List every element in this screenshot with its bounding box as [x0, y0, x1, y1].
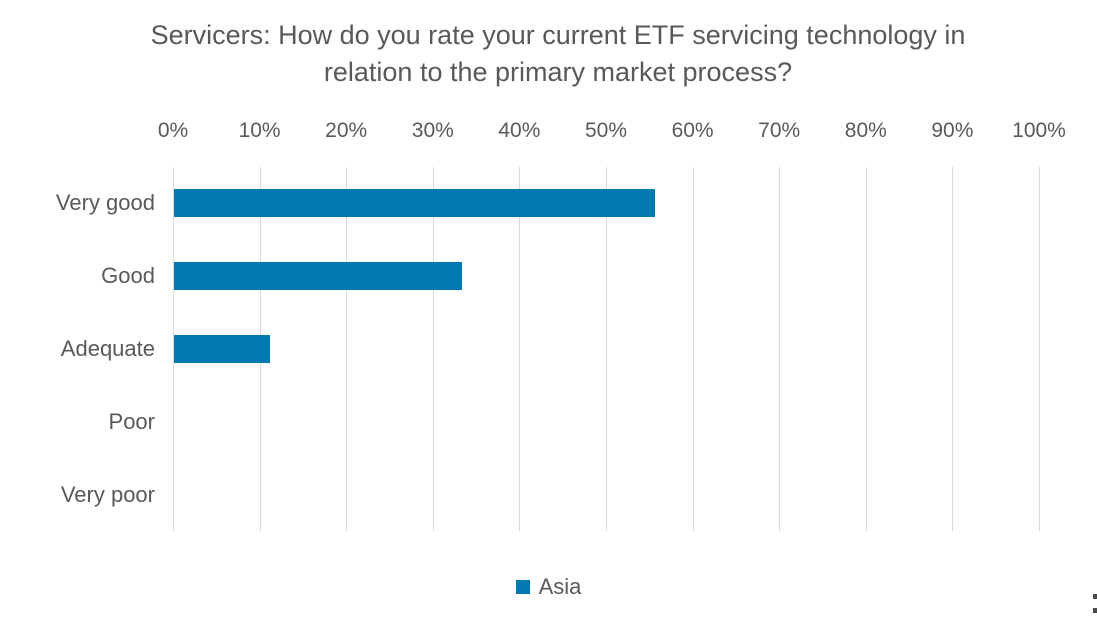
gridline: [606, 167, 607, 531]
x-axis-tick-label: 70%: [758, 119, 801, 142]
category-label: Poor: [108, 408, 155, 434]
edge-artifact-dot: [1093, 594, 1097, 599]
x-axis-tick-label: 10%: [238, 119, 281, 142]
gridline: [692, 167, 694, 531]
x-axis-tick-label: 60%: [671, 119, 714, 142]
x-axis-tick-label: 80%: [844, 119, 887, 142]
gridline: [519, 167, 521, 531]
gridline: [346, 167, 348, 531]
edge-artifact-dot: [1093, 608, 1097, 613]
category-label: Good: [101, 263, 155, 289]
bar-adequate: [174, 335, 271, 363]
x-axis-tick-label: 100%: [1012, 119, 1066, 142]
gridline: [779, 167, 781, 531]
gridline: [432, 167, 434, 531]
x-axis-tick-label: 50%: [584, 119, 628, 142]
category-label: Very poor: [60, 481, 155, 507]
bar-good: [174, 262, 463, 291]
gridline: [1039, 167, 1040, 531]
gridline: [952, 167, 954, 531]
bar-very-good: [174, 189, 656, 218]
gridline: [173, 167, 174, 531]
legend: Asia: [0, 574, 1097, 600]
x-axis-tick-label: 20%: [325, 119, 368, 142]
x-axis-tick-label: 0%: [157, 119, 189, 142]
y-axis-category-labels: Very good Good Adequate Poor Very poor: [0, 167, 155, 531]
chart-title: Servicers: How do you rate your current …: [150, 20, 966, 87]
category-label: Adequate: [60, 335, 155, 361]
x-axis-tick-label: 30%: [411, 119, 454, 142]
x-axis: 0% 10% 20% 30% 40% 50% 60% 70% 80% 90% 100%: [158, 119, 1066, 145]
x-axis-tick-label: 40%: [498, 119, 541, 142]
category-label: Very good: [55, 190, 155, 216]
legend-label-asia: Asia: [538, 574, 582, 599]
plot-area: [173, 167, 1040, 531]
gridline: [865, 167, 867, 531]
legend-swatch-asia: [515, 580, 530, 594]
x-axis-tick-label: 90%: [931, 119, 974, 142]
